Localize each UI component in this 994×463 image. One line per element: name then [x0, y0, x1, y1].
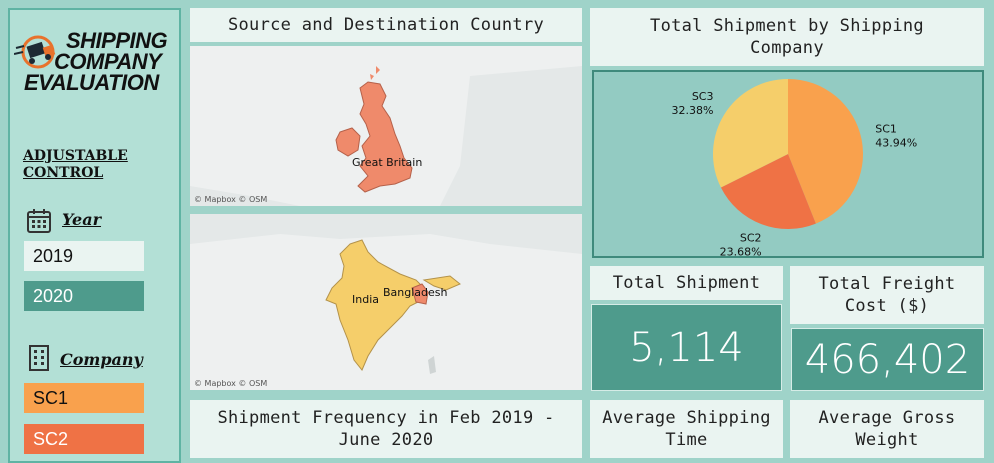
delivery-truck-icon	[14, 35, 56, 69]
pie-label-sc1: SC1	[875, 123, 897, 136]
total-shipment-value: 5,114	[591, 304, 782, 391]
india-shape	[325, 239, 425, 371]
pie-label-sc3: SC3	[692, 90, 714, 103]
pie-slice-sc3[interactable]	[713, 79, 788, 188]
pie-value-label-sc1: 43.94%	[875, 137, 917, 150]
app-logo: SHIPPING COMPANY EVALUATION	[12, 24, 180, 104]
bangladesh-shape	[411, 283, 429, 305]
source-map-canvas	[190, 66, 582, 206]
control-title-line-1: ADJUSTABLE	[23, 148, 128, 164]
control-title-line-2: CONTROL	[23, 165, 104, 181]
destination-map[interactable]: India Bangladesh © Mapbox © OSM	[190, 214, 582, 390]
great-britain-shape	[357, 81, 413, 193]
source-map[interactable]: Great Britain © Mapbox © OSM	[190, 46, 582, 206]
map-attribution: © Mapbox © OSM	[194, 379, 268, 388]
logo-line-2: COMPANY	[54, 49, 162, 74]
total-freight-title: Total Freight Cost ($)	[790, 266, 984, 324]
company-label: Company	[60, 350, 143, 369]
logo-line-1: SHIPPING	[66, 28, 168, 53]
company-option-sc2[interactable]: SC2	[24, 424, 144, 454]
building-icon	[29, 345, 49, 371]
avg-gross-weight-title: Average Gross Weight	[790, 400, 984, 458]
logo-line-3: EVALUATION	[24, 70, 159, 95]
pie-value-label-sc3: 32.38%	[672, 104, 714, 117]
pie-chart-panel: SC1 43.94% SC2 23.68% SC3 32.38%	[592, 70, 984, 259]
company-option-sc1[interactable]: SC1	[24, 383, 144, 413]
total-freight-value: 466,402	[791, 328, 984, 391]
destination-label-bangladesh: Bangladesh	[383, 286, 448, 299]
map-section-title: Source and Destination Country	[190, 8, 582, 42]
pie-value-label-sc2: 23.68%	[720, 246, 762, 256]
pie-label-sc2: SC2	[740, 232, 762, 245]
destination-map-canvas	[190, 214, 582, 374]
pie-chart-title: Total Shipment by Shipping Company	[590, 8, 984, 66]
destination-label-india: India	[352, 293, 379, 306]
frequency-title: Shipment Frequency in Feb 2019 - June 20…	[190, 400, 582, 458]
ireland-shape	[335, 127, 361, 157]
avg-shipping-time-title: Average Shipping Time	[590, 400, 783, 458]
source-map-label: Great Britain	[352, 156, 423, 169]
map-attribution: © Mapbox © OSM	[194, 195, 268, 204]
total-shipment-title: Total Shipment	[590, 266, 783, 300]
year-label: Year	[62, 210, 102, 229]
calendar-icon	[27, 209, 51, 233]
pie-slice-sc1[interactable]	[788, 79, 864, 224]
year-option-2019[interactable]: 2019	[24, 241, 144, 271]
year-option-2020[interactable]: 2020	[24, 281, 144, 311]
pie-slice-sc2[interactable]	[720, 154, 816, 229]
control-title: ADJUSTABLE CONTROL	[23, 148, 128, 182]
sidebar: SHIPPING COMPANY EVALUATION ADJUSTABLE C…	[8, 8, 181, 463]
